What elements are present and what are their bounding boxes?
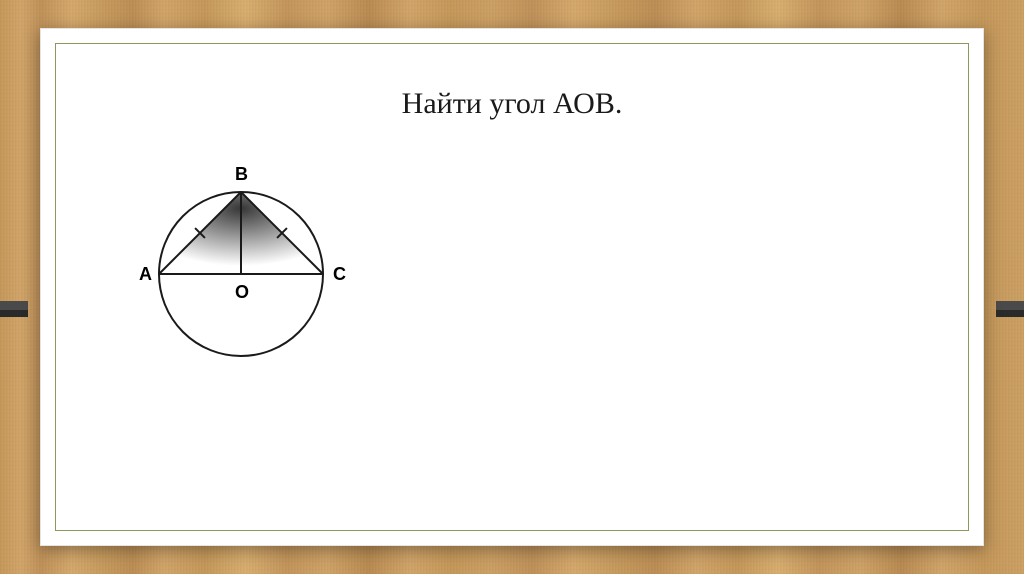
slide-frame: Найти угол АОВ. A B C O [40, 28, 984, 546]
geometry-diagram: A B C O [126, 159, 366, 409]
svg-text:C: C [333, 264, 346, 284]
slide-title: Найти угол АОВ. [41, 87, 983, 121]
left-edge-tab [0, 301, 28, 317]
svg-text:A: A [139, 264, 152, 284]
right-edge-tab [996, 301, 1024, 317]
svg-text:B: B [235, 164, 248, 184]
svg-text:O: O [235, 282, 249, 302]
